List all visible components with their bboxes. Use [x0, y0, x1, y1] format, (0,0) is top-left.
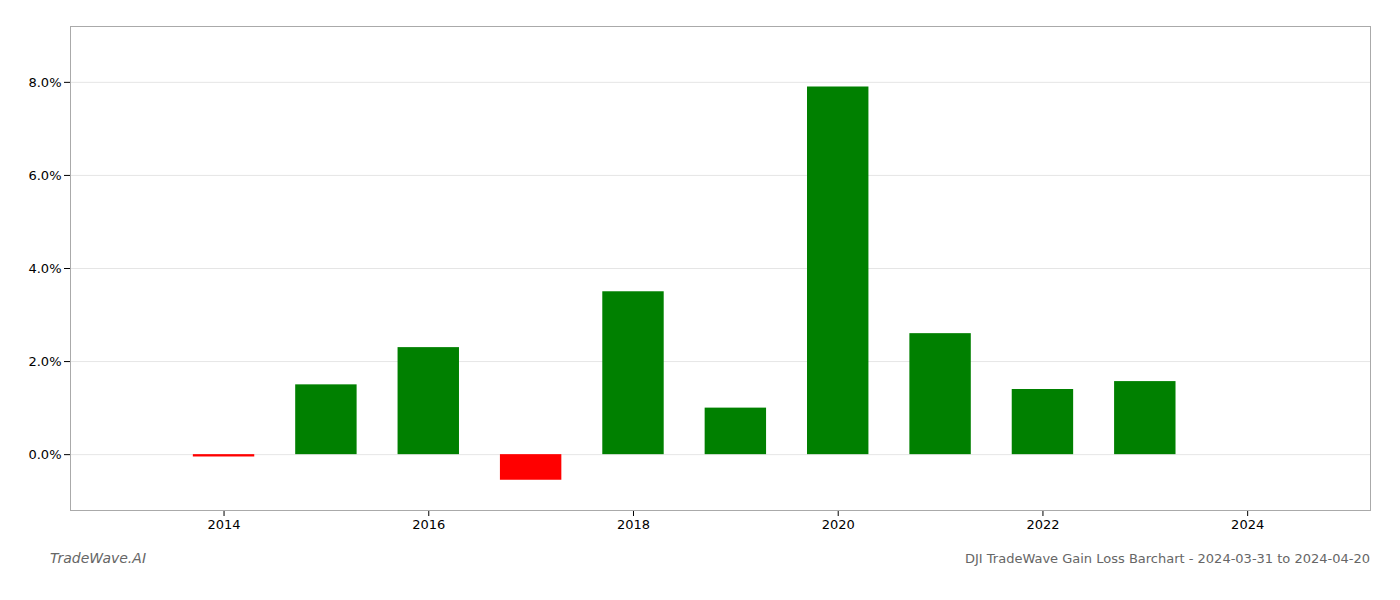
- svg-text:0.0%: 0.0%: [28, 447, 61, 462]
- html-text:TradeWave.AI: TradeWave.AI: [50, 550, 146, 566]
- svg-text:2014: 2014: [207, 517, 240, 532]
- svg-text:2.0%: 2.0%: [28, 354, 61, 369]
- html-text:DJI TradeWave Gain Loss Barcha: DJI TradeWave Gain Loss Barchart - 2024-…: [965, 551, 1370, 566]
- svg-text:2022: 2022: [1026, 517, 1059, 532]
- svg-text:4.0%: 4.0%: [28, 261, 61, 276]
- svg-text:2016: 2016: [412, 517, 445, 532]
- svg-text:2018: 2018: [617, 517, 650, 532]
- svg-text:2024: 2024: [1231, 517, 1264, 532]
- svg-text:6.0%: 6.0%: [28, 168, 61, 183]
- svg-text:8.0%: 8.0%: [28, 75, 61, 90]
- svg-text:2020: 2020: [822, 517, 855, 532]
